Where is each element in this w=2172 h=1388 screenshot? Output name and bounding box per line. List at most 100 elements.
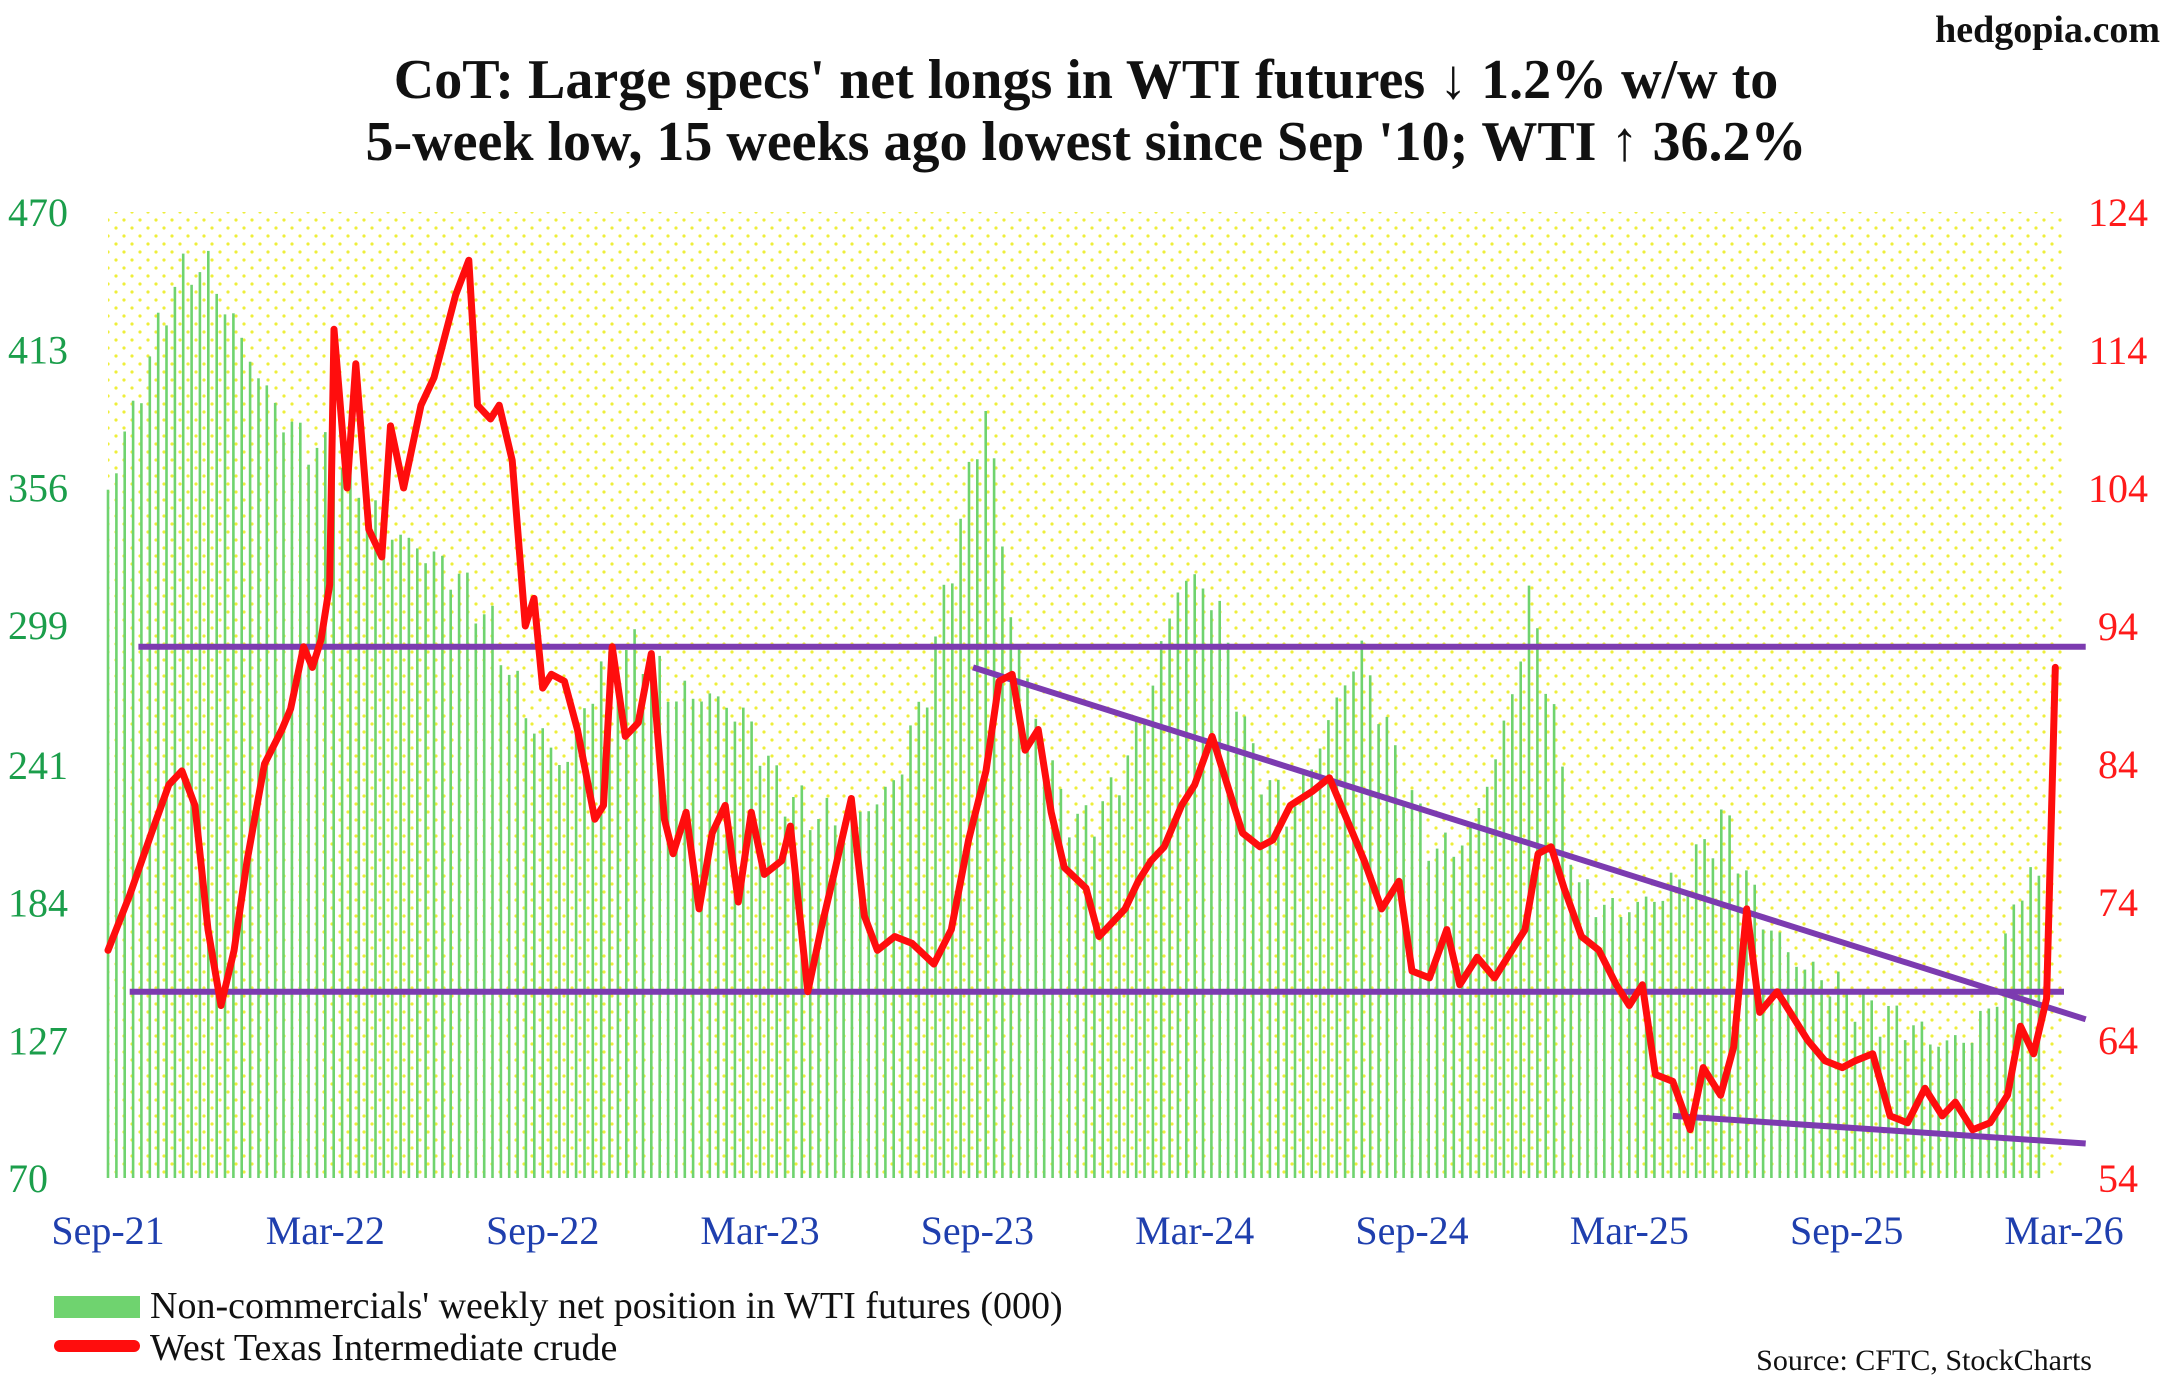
net-position-bar [1786, 952, 1790, 1178]
x-axis-tick-label: Sep-22 [486, 1208, 599, 1253]
net-position-bar [1093, 836, 1096, 1178]
net-position-bar [1552, 704, 1556, 1178]
net-position-bar [566, 761, 569, 1178]
net-position-bar [1862, 989, 1865, 1178]
x-axis-ticks: Sep-21 Mar-22 Sep-22 Mar-23 Sep-23 Mar-24 Sep-… [51, 1208, 2123, 1253]
right-axis-ticks: 124 114 104 94 84 74 64 54 [2088, 190, 2148, 1201]
net-position-bar [1193, 574, 1196, 1178]
net-position-bar [1694, 844, 1698, 1178]
net-position-bar [457, 573, 461, 1178]
net-position-bar [156, 312, 160, 1178]
wti-line-layer [104, 256, 2059, 1134]
net-position-bar [148, 356, 152, 1178]
legend: Non-commercials' weekly net position in … [54, 1285, 1063, 1369]
net-position-bar [583, 708, 586, 1178]
net-position-bar [591, 703, 595, 1178]
net-position-bar [474, 623, 478, 1178]
net-position-bar [357, 497, 361, 1178]
net-position-bar [608, 651, 611, 1178]
net-position-bar [106, 489, 110, 1178]
site-name: hedgopia.com [1935, 9, 2160, 51]
chart-title-line-1: CoT: Large specs' net longs in WTI futur… [394, 49, 1779, 111]
trend-line [1672, 1112, 2086, 1147]
net-position-bar [2004, 933, 2007, 1178]
net-position-bar [951, 583, 954, 1178]
net-position-bar [1511, 694, 1514, 1178]
net-position-bar [925, 707, 929, 1178]
net-position-bar [482, 614, 486, 1178]
net-position-bar [625, 650, 628, 1178]
net-position-bar [733, 721, 737, 1178]
net-position-bar [248, 361, 252, 1178]
net-position-bar [1536, 628, 1539, 1178]
net-position-bar [1778, 932, 1782, 1178]
net-position-bar [1678, 879, 1681, 1178]
net-position-bar [1494, 759, 1497, 1178]
net-position-bar [1009, 617, 1013, 1178]
wti-price-line [104, 256, 2059, 1134]
net-position-bar [1251, 743, 1255, 1178]
net-position-bar [1285, 826, 1288, 1178]
net-position-bar [934, 636, 937, 1178]
net-position-bar [324, 432, 327, 1179]
x-axis-tick-label: Sep-21 [51, 1208, 164, 1253]
net-position-bar [1201, 588, 1205, 1178]
net-position-bar [1803, 969, 1807, 1178]
net-position-bar [382, 529, 386, 1178]
left-axis-tick-label: 70 [8, 1156, 48, 1201]
x-axis-tick-label: Sep-23 [921, 1208, 1034, 1253]
net-position-bar [1335, 697, 1339, 1178]
net-position-bar [716, 696, 720, 1178]
net-position-bar [1444, 832, 1447, 1178]
net-position-bar [215, 293, 218, 1178]
net-position-bar [299, 422, 302, 1178]
net-position-bar [742, 707, 745, 1178]
net-position-bar [315, 447, 319, 1178]
net-position-bar [658, 655, 661, 1178]
net-position-bar [232, 313, 235, 1178]
net-position-bar [2020, 900, 2024, 1178]
net-position-bar [1302, 771, 1305, 1178]
trend-line [972, 664, 2087, 1023]
net-position-bar [1669, 872, 1673, 1178]
left-axis-tick-label: 184 [8, 881, 68, 926]
net-position-bar [1243, 716, 1247, 1178]
net-position-bar [1235, 711, 1238, 1178]
x-axis-tick-label: Mar-23 [700, 1208, 819, 1253]
right-axis-tick-label: 94 [2098, 604, 2138, 649]
net-position-bar [1502, 720, 1506, 1178]
right-axis-tick-label: 124 [2088, 190, 2148, 235]
net-position-bar [1452, 856, 1456, 1178]
right-axis-tick-label: 84 [2098, 742, 2138, 787]
net-position-bar [349, 449, 352, 1178]
net-position-bar [1527, 585, 1531, 1178]
legend-swatch-wti [54, 1340, 140, 1352]
net-position-bar [1059, 788, 1063, 1178]
net-position-bar [1811, 961, 1815, 1178]
net-position-bar [1260, 794, 1263, 1178]
net-position-bar [449, 589, 452, 1178]
net-position-bar [1845, 990, 1848, 1178]
net-position-bar [1519, 661, 1522, 1178]
net-position-bar [750, 721, 753, 1178]
net-position-bar [1042, 757, 1046, 1178]
x-axis-tick-label: Mar-22 [266, 1208, 385, 1253]
right-axis-tick-label: 74 [2098, 880, 2138, 925]
net-position-bar [783, 816, 787, 1178]
net-position-bar [290, 421, 294, 1179]
net-position-bar [1929, 1044, 1932, 1178]
net-position-bar [1561, 766, 1564, 1178]
net-position-bar [1895, 1005, 1899, 1178]
net-position-bar [842, 822, 845, 1178]
net-position-bar [1544, 693, 1547, 1178]
net-position-bar [1118, 795, 1121, 1178]
x-axis-tick-label: Mar-24 [1135, 1208, 1254, 1253]
net-position-bar [1761, 929, 1765, 1178]
left-axis-tick-label: 127 [8, 1018, 68, 1063]
net-position-bar [1109, 777, 1113, 1178]
net-position-bar [900, 774, 904, 1178]
net-position-bar [708, 693, 712, 1178]
net-position-bar [223, 314, 227, 1178]
net-position-bar [700, 701, 703, 1178]
net-position-bar [1795, 966, 1798, 1178]
